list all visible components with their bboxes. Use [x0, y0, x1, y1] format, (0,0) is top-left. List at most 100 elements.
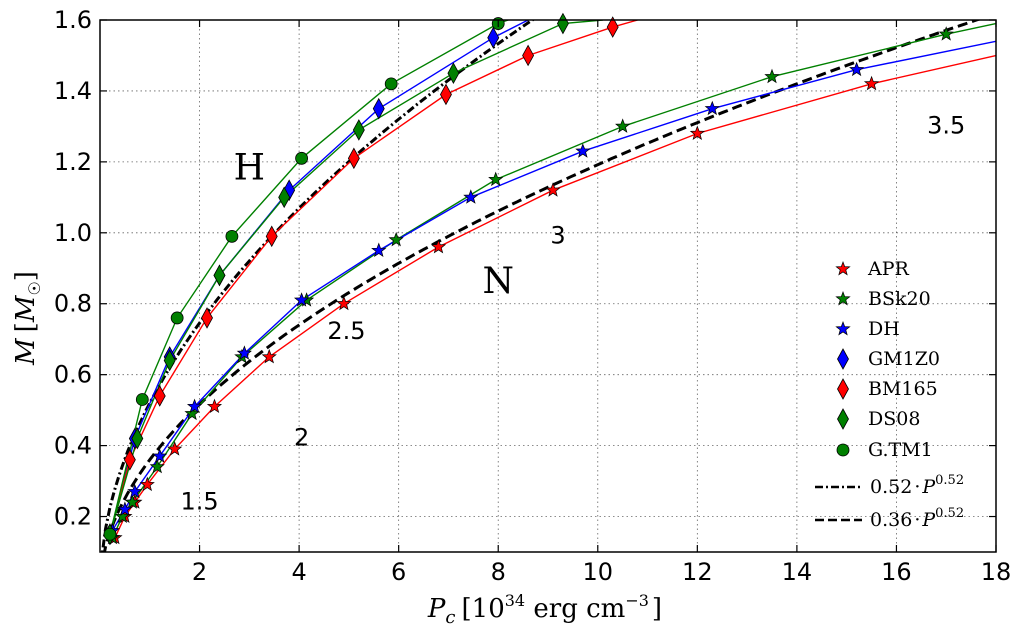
- series-line-dh: [111, 40, 996, 532]
- annotation-2: 2: [294, 424, 309, 452]
- plot-frame: [99, 19, 997, 553]
- series-line-gm1z0: [109, 20, 529, 535]
- annotation-2-5: 2.5: [327, 317, 365, 345]
- marker-apr: [139, 476, 155, 492]
- legend-item-fit-036: 0.36 · P0.52: [815, 506, 964, 531]
- marker-ds08: [213, 264, 226, 287]
- marker-ds08: [163, 349, 176, 372]
- marker-dh: [293, 292, 310, 307]
- legend-item-gm1z0: GM1Z0: [837, 348, 940, 370]
- marker-dh: [186, 398, 203, 414]
- x-tick-label: 14: [782, 558, 813, 586]
- legend-label-fit-052: 0.52 · P0.52: [870, 473, 964, 498]
- legend-item-ds08: DS08: [837, 408, 920, 430]
- series-line-bsk20: [111, 22, 996, 539]
- marker-apr: [206, 398, 223, 414]
- series-line-ds08: [109, 20, 603, 535]
- marker-bm165: [123, 448, 136, 471]
- marker-dh: [849, 61, 865, 77]
- y-axis-label: M[M☉]: [11, 271, 44, 366]
- axis-ticks: 2 4 6 8 10 12 14 16 18 0.2 0.4 0.6 0.8 1.0 1.2 1.4 1.6: [54, 6, 1011, 586]
- marker-g-tm1: [384, 77, 398, 91]
- marker-bm165: [153, 385, 166, 407]
- y-tick-label: 0.8: [54, 290, 92, 318]
- marker-bm165: [606, 16, 619, 38]
- marker-g-tm1: [295, 151, 309, 165]
- x-tick-label: 16: [881, 558, 912, 586]
- legend-fit-052-exp: 0.52: [935, 473, 964, 488]
- x-label-exp: 34: [505, 591, 525, 610]
- y-tick-label: 1.4: [54, 77, 92, 105]
- legend-item-apr: APR: [835, 258, 910, 280]
- y-label-unit-sub: ☉: [25, 281, 44, 295]
- marker-bsk20: [388, 231, 404, 247]
- x-tick-label: 4: [291, 558, 306, 586]
- marker-bm165: [347, 147, 360, 170]
- y-tick-label: 0.6: [54, 361, 92, 389]
- marker-bsk20: [615, 118, 631, 133]
- x-label-close: ]: [652, 594, 662, 624]
- annotations: H N 1.5 2 2.5 3 3.5: [180, 111, 965, 515]
- marker-apr: [261, 348, 277, 364]
- x-label-unit: erg cm: [525, 594, 625, 624]
- legend-label-bm165: BM165: [868, 378, 938, 400]
- marker-dh: [127, 483, 143, 499]
- legend-fit-052-coef: 0.52: [870, 476, 912, 498]
- legend-symbol-g-tm1: [836, 443, 850, 457]
- legend-marker-ds08: [837, 408, 849, 430]
- x-axis-label: Pc [1034 erg cm−3]: [427, 591, 662, 628]
- legend-label-dh: DH: [868, 318, 900, 340]
- marker-ds08: [447, 62, 460, 85]
- x-tick-label: 6: [391, 558, 406, 586]
- legend-label-fit-036: 0.36 · P0.52: [870, 506, 964, 531]
- marker-dh: [152, 448, 168, 463]
- marker-apr: [545, 182, 561, 197]
- marker-ds08: [131, 427, 144, 450]
- fit-curves: [100, 20, 982, 552]
- marker-bsk20: [764, 68, 780, 84]
- marker-bsk20: [149, 458, 165, 474]
- y-tick-label: 1.6: [54, 6, 92, 34]
- legend-marker-gtm1: [836, 443, 850, 457]
- marker-dh: [463, 189, 479, 204]
- marker-g-tm1: [170, 311, 184, 325]
- marker-g-tm1: [103, 527, 117, 541]
- series-lines: [109, 20, 996, 539]
- y-tick-label: 1.0: [54, 219, 92, 247]
- marker-bsk20: [488, 171, 504, 187]
- annotation-3: 3: [550, 221, 565, 249]
- marker-dh: [117, 501, 133, 516]
- y-label-main: M: [11, 337, 41, 366]
- legend-label-gtm1: G.TM1: [868, 439, 933, 461]
- series-line-apr: [114, 54, 996, 539]
- legend-fit-036-exp: 0.52: [935, 506, 964, 521]
- series-line-g-tm1: [109, 20, 509, 535]
- marker-ds08: [278, 186, 291, 209]
- marker-ds08: [556, 12, 569, 35]
- x-tick-label: 8: [491, 558, 506, 586]
- series-line-bm165: [109, 20, 638, 535]
- legend-symbol-ds08: [837, 408, 849, 430]
- legend-symbol-dh: [835, 320, 851, 336]
- legend-fit-036-dot: ·: [914, 509, 920, 531]
- x-label-sub: c: [445, 607, 455, 628]
- annotation-n: N: [482, 261, 514, 302]
- y-tick-label: 0.2: [54, 503, 92, 531]
- marker-dh: [704, 100, 720, 116]
- legend-label-bsk20: BSk20: [868, 288, 931, 310]
- x-tick-label: 2: [192, 558, 207, 586]
- legend-item-dh: DH: [835, 318, 900, 340]
- marker-bm165: [265, 225, 278, 248]
- legend-label-apr: APR: [867, 258, 910, 280]
- grid: [100, 20, 996, 552]
- y-label-unit: M: [11, 294, 41, 323]
- legend-marker-apr: [835, 260, 851, 276]
- x-label-open: [10: [462, 594, 505, 624]
- x-label-main: P: [427, 594, 446, 624]
- fit-curve-0-52-p-0-52: [100, 20, 535, 552]
- series-markers: [103, 12, 954, 546]
- legend-fit-052-dot: ·: [914, 476, 920, 498]
- x-tick-label: 12: [682, 558, 713, 586]
- marker-g-tm1: [135, 393, 149, 406]
